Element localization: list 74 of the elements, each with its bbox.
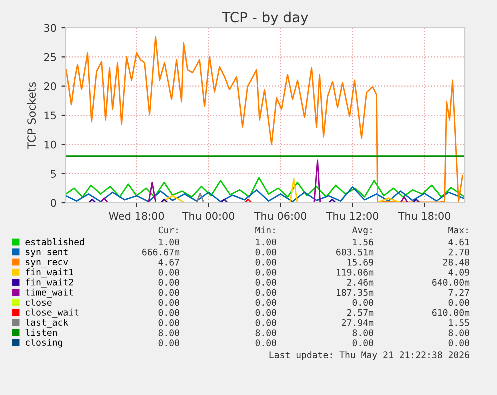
text: Avg: xyxy=(352,226,372,236)
y-axis-title: TCP Sockets xyxy=(27,82,36,150)
x-tick-label: Wed 18:00 xyxy=(109,212,164,220)
text: Cur: xyxy=(158,226,178,234)
text: 1.56 xyxy=(353,238,374,246)
text: 0.00 xyxy=(256,319,276,326)
text: 0.00 xyxy=(256,258,276,266)
text: 0.00 xyxy=(256,269,276,276)
legend-label: close xyxy=(26,298,52,306)
text: 2.70 xyxy=(448,248,470,256)
text: 2.46m xyxy=(347,279,374,286)
text: 187.35m xyxy=(337,289,374,296)
text: 1.00 xyxy=(256,238,276,246)
x-tick-label: Thu 00:00 xyxy=(182,212,235,220)
text: 15.69 xyxy=(348,258,374,266)
text: 0.00 xyxy=(158,319,180,326)
x-tick-label: Thu 06:00 xyxy=(254,212,307,220)
legend-label: time_wait xyxy=(26,288,74,298)
text: 0.00 xyxy=(448,340,470,346)
text: 2.57m xyxy=(347,309,374,316)
text: 8.00 xyxy=(256,330,276,336)
text: 0.00 xyxy=(158,289,180,296)
legend-label: syn_sent xyxy=(26,248,68,258)
chart-title: TCP - by day xyxy=(222,12,308,26)
text: 1.55 xyxy=(449,320,470,326)
text: 0.00 xyxy=(158,269,180,276)
legend-label: fin_wait1 xyxy=(26,268,74,278)
text: 0.00 xyxy=(256,289,276,296)
text: 0.00 xyxy=(158,340,180,346)
text: 0.00 xyxy=(158,309,180,316)
legend-label: syn_recv xyxy=(26,260,68,268)
text: 28.48 xyxy=(443,258,470,266)
text: 8.00 xyxy=(448,330,470,336)
y-tick-label: 30 xyxy=(44,24,56,32)
text: Max: xyxy=(448,226,468,234)
text: Min: xyxy=(256,226,275,234)
text: 4.09 xyxy=(448,269,470,276)
text: Last update: Thu May 21 21:22:38 2026 xyxy=(270,352,470,360)
legend-label: fin_wait2 xyxy=(26,278,74,288)
text: 0.00 xyxy=(256,248,276,256)
text: 8.00 xyxy=(158,330,180,336)
y-tick-label: 0 xyxy=(51,199,56,208)
text: 27.94m xyxy=(342,319,374,326)
legend-label: listen xyxy=(26,329,57,336)
text: 0.00 xyxy=(448,299,470,306)
y-tick-label: 25 xyxy=(44,53,56,62)
text: 0.00 xyxy=(256,340,276,346)
text: 610.00m xyxy=(432,309,470,316)
text: 7.27 xyxy=(448,289,470,296)
y-tick-label: 5 xyxy=(51,170,56,178)
text: 4.61 xyxy=(448,238,470,246)
text: 119.06m xyxy=(337,269,374,276)
text: 0.00 xyxy=(256,279,276,286)
text: 0.00 xyxy=(256,299,276,306)
text: 0.00 xyxy=(352,299,374,306)
text: 666.67m xyxy=(142,248,180,256)
text: 0.00 xyxy=(158,299,180,306)
legend-label: close_wait xyxy=(26,308,79,318)
text: 0.00 xyxy=(256,309,276,316)
text: 0.00 xyxy=(158,279,180,286)
y-tick-label: 10 xyxy=(44,140,56,149)
text: 4.67 xyxy=(158,258,180,266)
text: 640.00m xyxy=(432,279,470,286)
x-tick-label: Thu 12:00 xyxy=(326,212,379,220)
y-tick-label: 15 xyxy=(44,112,56,120)
text: 603.51m xyxy=(336,248,374,256)
text: 8.00 xyxy=(352,330,374,336)
text: 1.00 xyxy=(159,238,180,246)
legend-label: last_ack xyxy=(26,318,68,328)
x-tick-label: Thu 18:00 xyxy=(398,212,451,220)
legend-label: established xyxy=(26,238,84,246)
legend-label: closing xyxy=(26,338,62,348)
y-tick-label: 20 xyxy=(44,82,56,90)
text: 0.00 xyxy=(352,340,374,346)
